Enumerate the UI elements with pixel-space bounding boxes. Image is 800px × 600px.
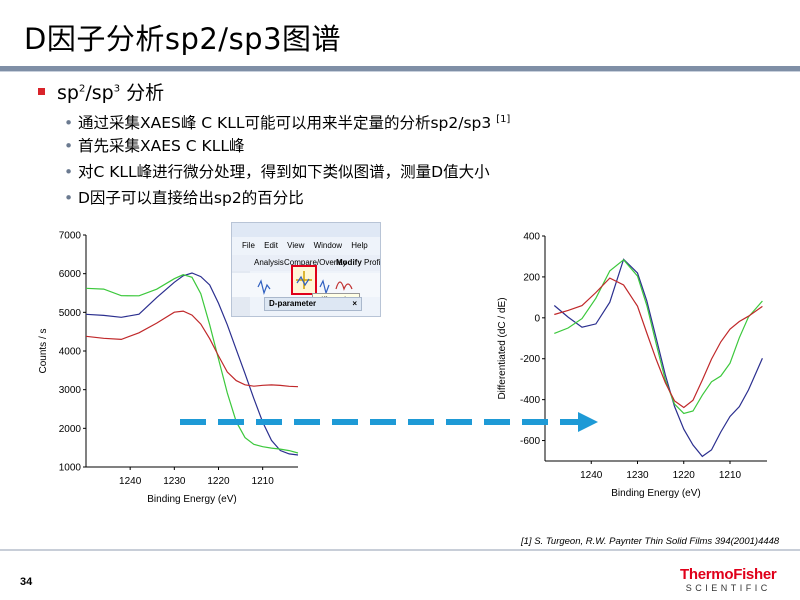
- series-line-2: [85, 310, 299, 388]
- xaes-spectrum-svg: 1000 2000 3000 4000 5000 6000 7000 1240 1230 1220…: [38, 231, 299, 505]
- x-tick-label: 1210: [719, 470, 742, 481]
- bullet-square-icon: [38, 88, 45, 95]
- ribbon-compare-overlay[interactable]: Compare/Overlay: [284, 258, 347, 267]
- sub-bullet: 通过采集XAES峰 C KLL可能可以用来半定量的分析sp2/sp3 [1]: [64, 109, 510, 135]
- y-axis-label: Counts / s: [38, 328, 49, 373]
- ribbon-modify[interactable]: Modify: [336, 258, 362, 267]
- ribbon-profile[interactable]: Profile: [364, 258, 381, 267]
- differentiated-spectrum-chart: 400 200 0 -200 -400 -600 1240 1230 1220 1210 Bindi…: [490, 222, 800, 522]
- menu-window[interactable]: Window: [313, 241, 343, 250]
- x-tick-label: 1210: [252, 476, 275, 487]
- y-tick-label: 5000: [59, 308, 82, 319]
- differentiated-spectrum-svg: 400 200 0 -200 -400 -600 1240 1230 1220 1210 Bindi…: [497, 232, 767, 499]
- x-tick-label: 1230: [626, 470, 649, 481]
- title-divider-light: [0, 71, 800, 72]
- d-parameter-tab[interactable]: D-parameter ×: [264, 297, 362, 311]
- series-line-0: [85, 272, 299, 456]
- software-titlebar: [232, 223, 380, 237]
- series-line-2: [554, 277, 763, 409]
- differentiate-icon: [296, 271, 312, 289]
- y-tick-label: -200: [520, 354, 540, 365]
- y-tick-label: 2000: [59, 424, 82, 435]
- xaes-spectrum-chart: 1000 2000 3000 4000 5000 6000 7000 1240 1230 1220…: [0, 222, 310, 512]
- tab-close-icon[interactable]: ×: [352, 299, 357, 308]
- y-tick-label: 7000: [59, 231, 82, 242]
- y-tick-label: -400: [520, 395, 540, 406]
- footer-divider: [0, 549, 800, 551]
- sub-bullet: 对C KLL峰进行微分处理，得到如下类似图谱，测量D值大小: [64, 161, 510, 187]
- series-line-1: [85, 274, 299, 454]
- dashed-arrow-line: [180, 419, 580, 425]
- x-axis-label: Binding Energy (eV): [147, 494, 237, 505]
- sub-bullet: D因子可以直接给出sp2的百分比: [64, 187, 510, 213]
- y-tick-label: 1000: [59, 463, 82, 474]
- citation: [1] S. Turgeon, R.W. Paynter Thin Solid …: [521, 536, 780, 547]
- x-tick-label: 1220: [207, 476, 230, 487]
- y-tick-label: 0: [534, 313, 540, 324]
- y-tick-label: 4000: [59, 347, 82, 358]
- menu-view[interactable]: View: [287, 241, 305, 250]
- software-ribbon: Analysis Compare/Overlay Modify Profile: [232, 255, 380, 271]
- differentiate-button[interactable]: [291, 265, 317, 295]
- y-axis-label: Differentiated (dC / dE): [497, 297, 508, 399]
- arrow-head-icon: [578, 412, 598, 432]
- page-number: 34: [20, 576, 33, 588]
- software-menubar: File Edit View Window Help: [242, 241, 375, 253]
- title-divider: [0, 66, 800, 71]
- menu-file[interactable]: File: [242, 241, 255, 250]
- x-tick-label: 1240: [580, 470, 603, 481]
- menu-edit[interactable]: Edit: [264, 241, 278, 250]
- x-axis-label: Binding Energy (eV): [611, 488, 701, 499]
- y-tick-label: 3000: [59, 385, 82, 396]
- sub-bullet-list: 通过采集XAES峰 C KLL可能可以用来半定量的分析sp2/sp3 [1] 首…: [64, 109, 510, 213]
- company-logo: ThermoFisher SCIENTIFIC: [680, 566, 777, 593]
- x-tick-label: 1220: [673, 470, 696, 481]
- menu-help[interactable]: Help: [351, 241, 368, 250]
- y-tick-label: -600: [520, 436, 540, 447]
- y-tick-label: 6000: [59, 269, 82, 280]
- ribbon-analysis[interactable]: Analysis: [254, 258, 284, 267]
- page-title: D因子分析sp2/sp3图谱: [24, 22, 342, 56]
- x-tick-label: 1230: [163, 476, 186, 487]
- sub-bullet: 首先采集XAES C KLL峰: [64, 135, 510, 161]
- series-line-1: [554, 258, 763, 415]
- y-tick-label: 400: [523, 232, 540, 243]
- software-screenshot: File Edit View Window Help Analysis Comp…: [231, 222, 381, 317]
- waveform-icons: [257, 279, 353, 296]
- main-bullet: sp2/sp3 分析: [38, 78, 164, 105]
- y-tick-label: 200: [523, 272, 540, 283]
- x-tick-label: 1240: [119, 476, 142, 487]
